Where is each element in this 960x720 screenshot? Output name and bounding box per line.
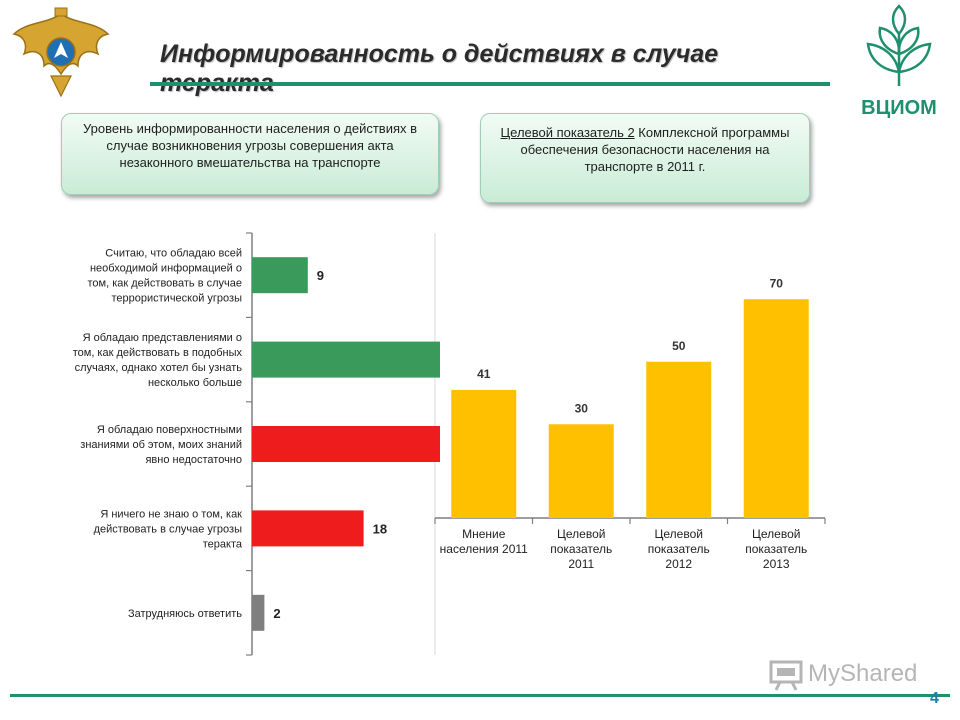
category-label: Затрудняюсь ответить	[128, 608, 242, 620]
bar-value-label: 41	[477, 367, 491, 381]
category-label: Я обладаю представлениями о том, как дейс…	[73, 332, 243, 389]
category-label: Считаю, что обладаю всей необходимой инфо…	[87, 248, 242, 305]
bar-value-label: 18	[373, 521, 387, 536]
horizontal-bar-chart: 9 Считаю, что обладаю всей необходимой инф…	[73, 232, 440, 656]
category-label: Целевой показатель 2012	[648, 527, 710, 571]
bar-value-label: 2	[273, 606, 280, 621]
bar	[252, 594, 265, 631]
callout-left-text: Уровень информированности населения о де…	[82, 121, 418, 170]
page-number: 4	[930, 690, 939, 707]
logo-text: ВЦИОМ	[861, 97, 937, 119]
watermark-text: MyShared	[808, 660, 918, 687]
presentation-icon	[769, 660, 803, 691]
category-label: Мнение населения 2011	[440, 527, 529, 556]
bar-value-label: 9	[317, 268, 324, 283]
callout-target-indicator: Целевой показатель 2 Комплексной програм…	[480, 113, 810, 203]
bar	[743, 299, 809, 518]
callout-survey-description: Уровень информированности населения о де…	[61, 113, 439, 195]
category-label: Целевой показатель 2013	[745, 527, 807, 571]
page-title: Информированность о действиях в случае т…	[160, 40, 719, 97]
category-label: Я ничего не знаю о том, как действовать в…	[94, 508, 243, 550]
bar-value-label: 70	[770, 276, 784, 290]
callout-right-underlined: Целевой показатель 2	[500, 125, 635, 140]
vertical-bar-chart: 41 Мнение населения 2011 30 Целевой показател…	[434, 276, 826, 571]
title-divider	[150, 82, 830, 86]
bar	[252, 257, 308, 294]
category-label: Целевой показатель 2011	[550, 527, 612, 571]
bar	[252, 341, 440, 378]
bar	[646, 361, 712, 518]
footer-divider	[10, 694, 950, 697]
callout-right-text: Комплексной программы обеспечения безопа…	[520, 125, 790, 174]
myshared-watermark: MyShared	[768, 656, 928, 696]
bar-value-label: 30	[575, 401, 589, 415]
bar	[252, 426, 440, 462]
bar-value-label: 50	[672, 339, 686, 353]
bar	[451, 389, 517, 518]
bar	[252, 510, 364, 547]
category-label: Я обладаю поверхностными знаниями об этом…	[80, 424, 242, 466]
bar	[548, 424, 614, 518]
coat-of-arms-emblem	[12, 7, 110, 98]
vciom-logo: ВЦИОМ	[861, 4, 937, 119]
